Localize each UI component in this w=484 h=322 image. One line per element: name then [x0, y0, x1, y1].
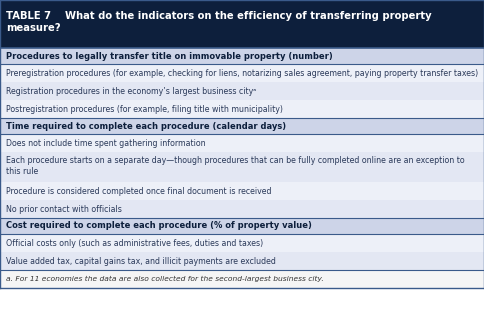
Text: Each procedure starts on a separate day—though procedures that can be fully comp: Each procedure starts on a separate day—… [6, 156, 465, 165]
Text: Official costs only (such as administrative fees, duties and taxes): Official costs only (such as administrat… [6, 239, 263, 248]
Text: Value added tax, capital gains tax, and illicit payments are excluded: Value added tax, capital gains tax, and … [6, 257, 276, 266]
Bar [0, 134, 484, 152]
Text: Procedures to legally transfer title on immovable property (number): Procedures to legally transfer title on … [6, 52, 333, 61]
Text: Cost required to complete each procedure (% of property value): Cost required to complete each procedure… [6, 222, 312, 231]
Bar [0, 218, 484, 234]
Text: Time required to complete each procedure (calendar days): Time required to complete each procedure… [6, 121, 286, 130]
Bar [0, 0, 484, 48]
Bar [0, 82, 484, 100]
Bar [0, 64, 484, 82]
Text: this rule: this rule [6, 167, 38, 176]
Text: No prior contact with officials: No prior contact with officials [6, 204, 122, 213]
Text: Procedure is considered completed once final document is received: Procedure is considered completed once f… [6, 186, 272, 195]
Bar [0, 48, 484, 64]
Bar [0, 200, 484, 218]
Text: Postregistration procedures (for example, filing title with municipality): Postregistration procedures (for example… [6, 105, 283, 113]
Bar [0, 152, 484, 182]
Text: measure?: measure? [6, 23, 60, 33]
Bar [0, 100, 484, 118]
Bar [0, 118, 484, 134]
Bar [0, 270, 484, 288]
Text: TABLE 7    What do the indicators on the efficiency of transferring property: TABLE 7 What do the indicators on the ef… [6, 11, 432, 21]
Bar [0, 182, 484, 200]
Bar [0, 234, 484, 252]
Text: a. For 11 economies the data are also collected for the second-largest business : a. For 11 economies the data are also co… [6, 276, 324, 282]
Text: Registration procedures in the economy’s largest business cityᵃ: Registration procedures in the economy’s… [6, 87, 256, 96]
Bar [0, 252, 484, 270]
Text: Preregistration procedures (for example, checking for liens, notarizing sales ag: Preregistration procedures (for example,… [6, 69, 478, 78]
Text: Does not include time spent gathering information: Does not include time spent gathering in… [6, 138, 206, 147]
